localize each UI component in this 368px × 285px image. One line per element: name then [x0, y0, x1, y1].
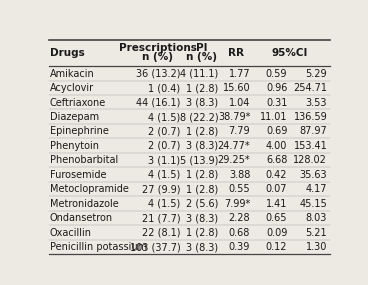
Text: 8.03: 8.03	[306, 213, 327, 223]
Text: 29.25*: 29.25*	[217, 155, 250, 166]
Text: 4 (1.5): 4 (1.5)	[148, 170, 181, 180]
Text: RR: RR	[228, 48, 244, 58]
Text: Metronidazole: Metronidazole	[50, 199, 119, 209]
Text: 1 (2.8): 1 (2.8)	[186, 228, 219, 238]
Text: Prescriptions: Prescriptions	[119, 43, 197, 53]
Text: 24.77*: 24.77*	[217, 141, 250, 151]
Text: 0.07: 0.07	[266, 184, 287, 194]
Text: Furosemide: Furosemide	[50, 170, 106, 180]
Text: 4.00: 4.00	[266, 141, 287, 151]
Text: 2 (0.7): 2 (0.7)	[148, 141, 181, 151]
Text: 6.68: 6.68	[266, 155, 287, 166]
Text: 0.31: 0.31	[266, 97, 287, 107]
Text: 2 (5.6): 2 (5.6)	[186, 199, 219, 209]
Text: 153.41: 153.41	[293, 141, 327, 151]
Text: 44 (16.1): 44 (16.1)	[136, 97, 181, 107]
Text: Drugs: Drugs	[50, 48, 85, 58]
Text: 3 (1.1): 3 (1.1)	[149, 155, 181, 166]
Text: 87.97: 87.97	[300, 127, 327, 137]
Text: 0.69: 0.69	[266, 127, 287, 137]
Text: 0.12: 0.12	[266, 242, 287, 252]
Text: 22 (8.1): 22 (8.1)	[142, 228, 181, 238]
Text: 4 (1.5): 4 (1.5)	[148, 112, 181, 122]
Text: Oxacillin: Oxacillin	[50, 228, 92, 238]
Text: Phenytoin: Phenytoin	[50, 141, 99, 151]
Text: 35.63: 35.63	[300, 170, 327, 180]
Text: 1 (2.8): 1 (2.8)	[186, 127, 219, 137]
Text: 36 (13.2): 36 (13.2)	[136, 69, 181, 79]
Text: 21 (7.7): 21 (7.7)	[142, 213, 181, 223]
Text: 254.71: 254.71	[293, 83, 327, 93]
Text: 1 (2.8): 1 (2.8)	[186, 170, 219, 180]
Text: 45.15: 45.15	[300, 199, 327, 209]
Text: 15.60: 15.60	[223, 83, 250, 93]
Text: 3 (8.3): 3 (8.3)	[187, 97, 219, 107]
Text: 7.79: 7.79	[229, 127, 250, 137]
Text: 7.99*: 7.99*	[224, 199, 250, 209]
Text: Epinephrine: Epinephrine	[50, 127, 109, 137]
Text: PI: PI	[196, 43, 207, 53]
Text: Metoclopramide: Metoclopramide	[50, 184, 129, 194]
Text: 0.96: 0.96	[266, 83, 287, 93]
Text: 4 (1.5): 4 (1.5)	[148, 199, 181, 209]
Text: 1 (0.4): 1 (0.4)	[149, 83, 181, 93]
Text: 5 (13.9): 5 (13.9)	[180, 155, 219, 166]
Text: 0.42: 0.42	[266, 170, 287, 180]
Text: 103 (37.7): 103 (37.7)	[130, 242, 181, 252]
Text: 2.28: 2.28	[229, 213, 250, 223]
Text: 2 (0.7): 2 (0.7)	[148, 127, 181, 137]
Text: 0.59: 0.59	[266, 69, 287, 79]
Text: Penicillin potassium: Penicillin potassium	[50, 242, 147, 252]
Text: 4.17: 4.17	[306, 184, 327, 194]
Text: 5.21: 5.21	[305, 228, 327, 238]
Text: 1 (2.8): 1 (2.8)	[186, 83, 219, 93]
Text: 4 (11.1): 4 (11.1)	[180, 69, 219, 79]
Text: 3 (8.3): 3 (8.3)	[187, 141, 219, 151]
Text: 1.30: 1.30	[306, 242, 327, 252]
Text: Ondansetron: Ondansetron	[50, 213, 113, 223]
Text: 0.39: 0.39	[229, 242, 250, 252]
Text: 3 (8.3): 3 (8.3)	[187, 242, 219, 252]
Text: 0.55: 0.55	[229, 184, 250, 194]
Text: Diazepam: Diazepam	[50, 112, 99, 122]
Text: n (%): n (%)	[186, 52, 217, 62]
Text: Phenobarbital: Phenobarbital	[50, 155, 118, 166]
Text: Ceftriaxone: Ceftriaxone	[50, 97, 106, 107]
Text: 5.29: 5.29	[305, 69, 327, 79]
Text: 3.88: 3.88	[229, 170, 250, 180]
Text: 11.01: 11.01	[260, 112, 287, 122]
Text: 27 (9.9): 27 (9.9)	[142, 184, 181, 194]
Text: 0.68: 0.68	[229, 228, 250, 238]
Text: 3 (8.3): 3 (8.3)	[187, 213, 219, 223]
Text: 136.59: 136.59	[293, 112, 327, 122]
Text: 95%CI: 95%CI	[272, 48, 308, 58]
Text: Amikacin: Amikacin	[50, 69, 95, 79]
Text: 0.65: 0.65	[266, 213, 287, 223]
Text: 3.53: 3.53	[306, 97, 327, 107]
Text: 1 (2.8): 1 (2.8)	[186, 184, 219, 194]
Text: 1.04: 1.04	[229, 97, 250, 107]
Text: 38.79*: 38.79*	[218, 112, 250, 122]
Text: Acyclovir: Acyclovir	[50, 83, 94, 93]
Text: 1.77: 1.77	[229, 69, 250, 79]
Text: 1.41: 1.41	[266, 199, 287, 209]
Text: 128.02: 128.02	[293, 155, 327, 166]
Text: 0.09: 0.09	[266, 228, 287, 238]
Text: 8 (22.2): 8 (22.2)	[180, 112, 219, 122]
Text: n (%): n (%)	[142, 52, 173, 62]
